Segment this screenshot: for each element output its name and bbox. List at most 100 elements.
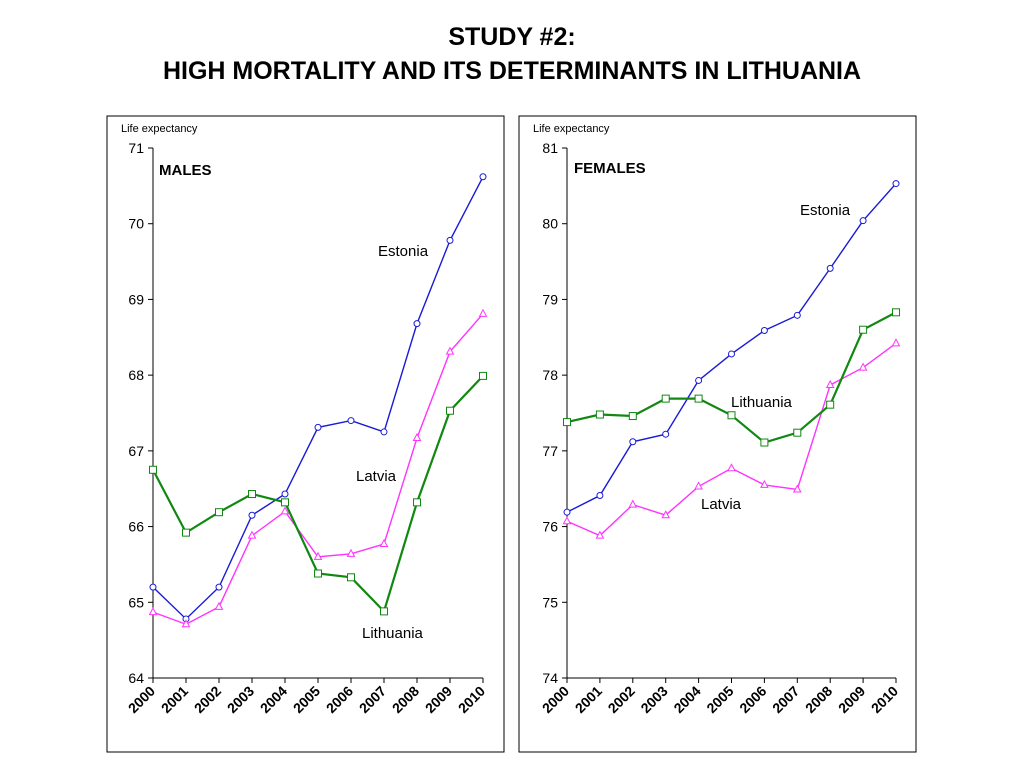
females-x-tick-label: 2008 — [802, 683, 835, 716]
females-x-tick-label: 2000 — [539, 683, 572, 716]
females-lithuania-series-label: Lithuania — [731, 394, 793, 411]
males-lithuania-point — [413, 498, 421, 507]
males-y-tick-label: 71 — [128, 140, 144, 156]
males-y-tick-label: 66 — [128, 519, 144, 535]
females-estonia-point — [826, 264, 834, 272]
males-estonia-point — [149, 583, 157, 591]
females-estonia-point — [760, 326, 768, 334]
females-estonia-point — [793, 311, 801, 319]
males-y-tick-label: 67 — [128, 443, 144, 459]
males-lithuania-point — [182, 528, 190, 537]
females-lithuania-point — [694, 394, 703, 403]
males-x-tick-label: 2004 — [257, 683, 290, 716]
females-lithuania-point — [859, 325, 868, 334]
females-x-tick-label: 2007 — [769, 683, 802, 716]
females-lithuania-point — [628, 412, 637, 421]
males-x-tick-label: 2003 — [224, 683, 257, 716]
females-latvia-point — [760, 479, 769, 488]
males-y-tick-label: 70 — [128, 216, 144, 232]
males-latvia-point — [313, 551, 323, 560]
females-lithuania-point — [727, 411, 736, 420]
males-estonia-point — [380, 428, 388, 436]
females-latvia-point — [595, 530, 605, 539]
males-x-tick-label: 2005 — [290, 683, 323, 716]
females-latvia-point — [694, 481, 703, 490]
females-estonia-series-label: Estonia — [800, 202, 851, 219]
females-estonia-point — [728, 350, 735, 358]
males-latvia-line — [152, 313, 484, 626]
females-x-tick-label: 2003 — [637, 683, 670, 716]
males-lithuania-point — [380, 607, 388, 616]
page-title-line-2: HIGH MORTALITY AND ITS DETERMINANTS IN L… — [162, 57, 862, 85]
females-chart-frame — [518, 115, 917, 753]
males-estonia-point — [248, 511, 256, 519]
males-y-axis-title: Life expectancy — [121, 123, 198, 135]
males-latvia-point — [148, 607, 158, 616]
females-x-tick-label: 2002 — [605, 683, 638, 716]
males-estonia-point — [479, 173, 487, 181]
males-panel-label: MALES — [159, 162, 212, 179]
females-x-tick-label: 2001 — [572, 683, 605, 716]
females-latvia-point — [891, 338, 901, 347]
females-lithuania-point — [563, 418, 571, 427]
males-x-tick-label: 2000 — [125, 683, 158, 716]
males-lithuania-point — [347, 573, 355, 582]
males-estonia-point — [446, 236, 454, 244]
females-lithuania-point — [826, 400, 835, 409]
females-lithuania-line — [566, 311, 897, 444]
females-lithuania-point — [793, 428, 802, 437]
males-estonia-series-label: Estonia — [378, 243, 429, 260]
females-latvia-point — [792, 484, 802, 493]
males-estonia-point — [314, 423, 322, 431]
males-lithuania-point — [281, 498, 289, 507]
males-latvia-point — [280, 506, 290, 515]
females-x-tick-label: 2009 — [835, 683, 868, 716]
females-estonia-point — [695, 376, 703, 384]
males-y-tick-label: 68 — [128, 367, 144, 383]
females-y-tick-label: 81 — [542, 140, 558, 156]
males-lithuania-point — [215, 508, 223, 517]
males-latvia-point — [346, 548, 356, 557]
males-x-tick-label: 2008 — [389, 683, 422, 716]
males-lithuania-point — [446, 406, 454, 415]
females-x-tick-label: 2006 — [736, 683, 769, 716]
females-x-tick-label: 2005 — [703, 683, 736, 716]
females-lithuania-point — [760, 438, 769, 447]
page-title-line-1: STUDY #2: — [448, 23, 576, 51]
females-panel-label: FEMALES — [574, 160, 646, 177]
females-y-axis-title: Life expectancy — [533, 123, 610, 135]
females-estonia-line — [566, 183, 897, 513]
females-y-tick-label: 79 — [542, 291, 558, 307]
females-latvia-point — [628, 499, 638, 508]
males-x-tick-label: 2007 — [356, 683, 389, 716]
males-y-tick-label: 65 — [128, 594, 144, 610]
females-estonia-point — [892, 180, 900, 188]
males-lithuania-point — [248, 490, 256, 499]
males-estonia-point — [281, 490, 289, 498]
males-y-tick-label: 69 — [128, 291, 144, 307]
males-lithuania-point — [479, 371, 487, 380]
males-lithuania-point — [314, 569, 322, 578]
females-x-tick-label: 2004 — [670, 683, 703, 716]
females-estonia-point — [629, 438, 637, 446]
males-x-tick-label: 2006 — [323, 683, 356, 716]
females-y-tick-label: 80 — [542, 216, 558, 232]
males-x-tick-label: 2002 — [191, 683, 224, 716]
males-chart-frame — [106, 115, 505, 753]
females-estonia-point — [596, 492, 604, 500]
females-y-tick-label: 75 — [542, 594, 558, 610]
males-x-tick-label: 2001 — [158, 683, 191, 716]
males-y-tick-label: 64 — [128, 670, 144, 686]
females-lithuania-point — [595, 410, 604, 419]
males-latvia-point — [412, 432, 422, 441]
females-estonia-point — [662, 430, 670, 438]
females-latvia-point — [661, 510, 671, 519]
males-estonia-point — [347, 417, 355, 425]
males-latvia-point — [478, 308, 488, 317]
males-latvia-point — [247, 530, 257, 539]
females-latvia-point — [858, 362, 868, 371]
females-y-tick-label: 78 — [542, 367, 558, 383]
females-latvia-series-label: Latvia — [701, 496, 742, 513]
females-y-tick-label: 76 — [542, 519, 558, 535]
